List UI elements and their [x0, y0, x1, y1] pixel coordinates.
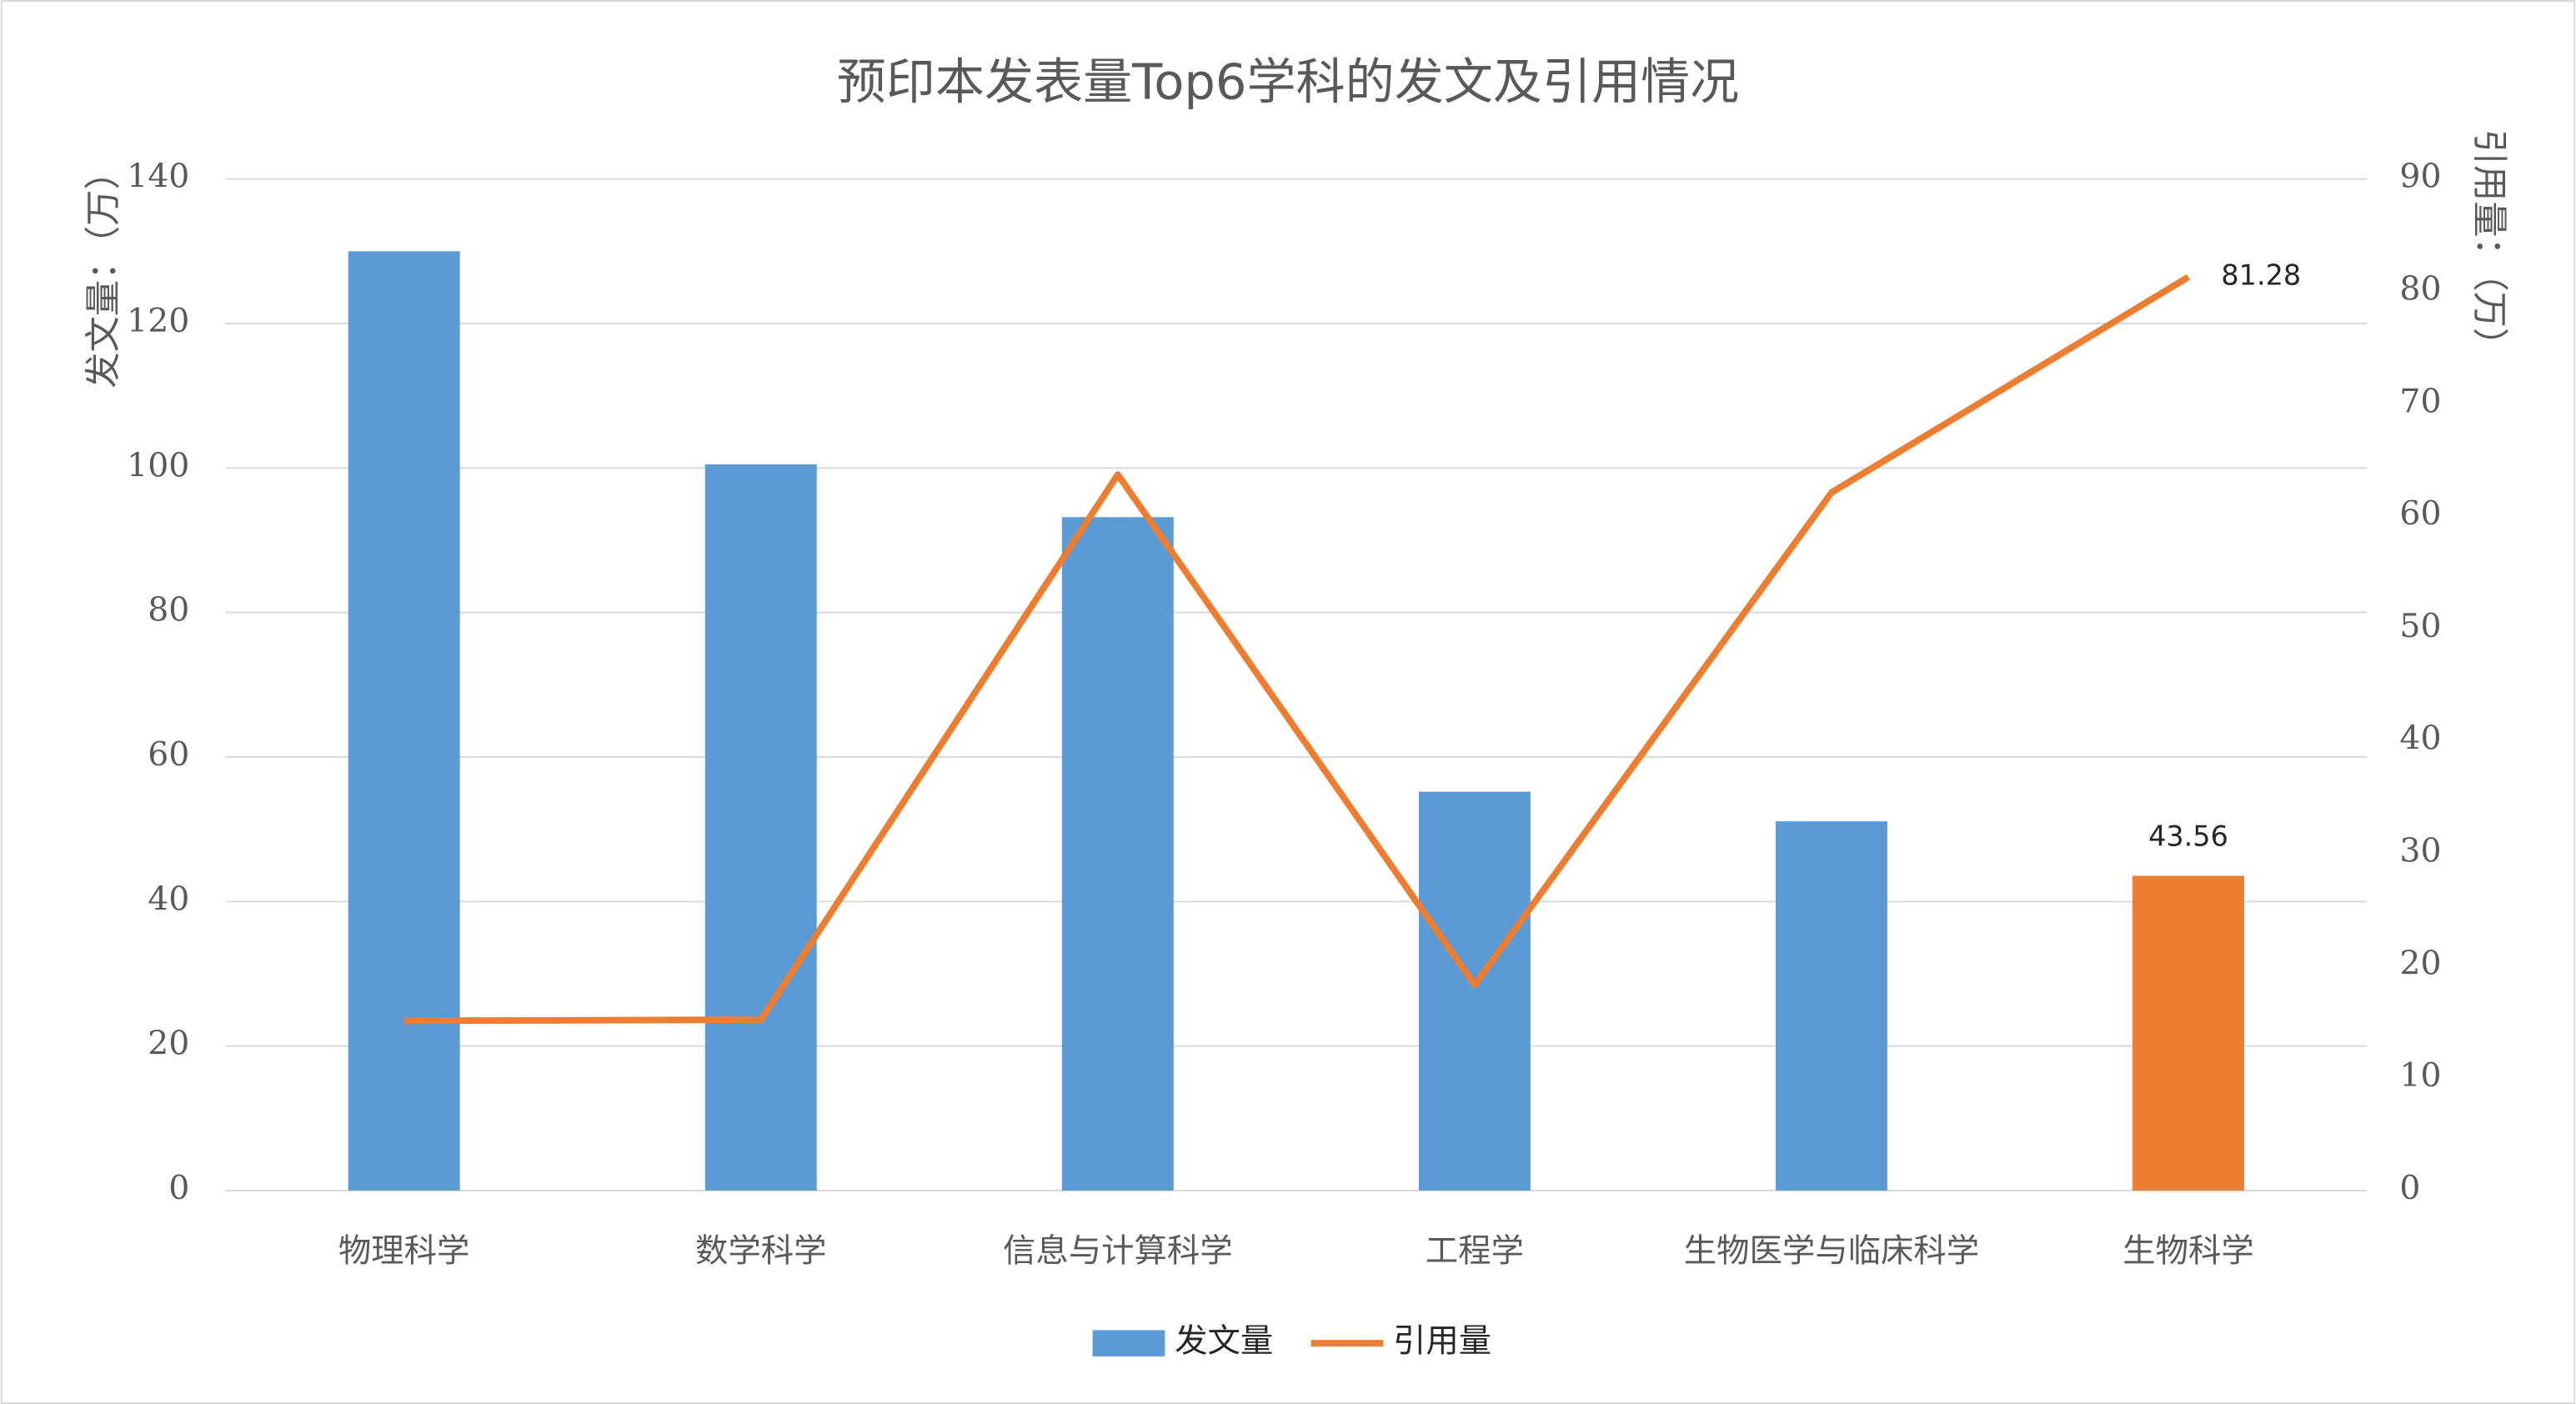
y2-tick-label: 30: [2399, 832, 2441, 870]
y2-tick-label: 0: [2399, 1169, 2420, 1207]
y2-tick-label: 40: [2399, 720, 2441, 758]
y2-axis-title: 引用量：（万）: [2468, 129, 2509, 364]
x-tick-label: 生物医学与临床科学: [1684, 1231, 1979, 1270]
bar: [704, 464, 817, 1191]
y-tick-label: 100: [127, 446, 189, 484]
x-tick-label: 信息与计算科学: [1003, 1231, 1233, 1270]
y2-tick-label: 50: [2399, 607, 2441, 645]
bar: [1418, 791, 1531, 1191]
y-axis-title: 发文量：（万）: [83, 153, 124, 389]
y-tick-label: 60: [148, 735, 189, 774]
legend-label: 发文量: [1175, 1322, 1273, 1361]
y-tick-label: 140: [127, 158, 189, 196]
y-tick-label: 120: [127, 302, 189, 340]
x-tick-label: 数学科学: [695, 1231, 827, 1270]
bar: [1061, 517, 1174, 1191]
legend-swatch: [1092, 1330, 1165, 1356]
bar: [348, 251, 460, 1191]
y2-tick-label: 90: [2399, 158, 2441, 196]
y2-tick-label: 70: [2399, 382, 2441, 420]
line-series: [403, 273, 2191, 1025]
x-tick-label: 工程学: [1426, 1231, 1524, 1270]
x-tick-label: 物理科学: [338, 1231, 470, 1270]
bar: [1775, 821, 1887, 1191]
bar: [2132, 875, 2244, 1191]
y2-tick-label: 20: [2399, 944, 2441, 982]
chart-title: 预印本发表量Top6学科的发文及引用情况: [837, 53, 1740, 111]
data-label: 81.28: [2221, 259, 2301, 292]
y-tick-label: 0: [168, 1169, 189, 1207]
legend-label: 引用量: [1393, 1322, 1491, 1361]
x-tick-label: 生物科学: [2122, 1231, 2254, 1270]
y2-tick-label: 10: [2399, 1056, 2441, 1095]
y-tick-label: 20: [148, 1025, 189, 1063]
y-tick-label: 40: [148, 880, 189, 918]
y-tick-label: 80: [148, 591, 189, 629]
data-label: 43.56: [2148, 820, 2228, 853]
y2-tick-label: 80: [2399, 269, 2441, 308]
y2-tick-label: 60: [2399, 494, 2441, 533]
